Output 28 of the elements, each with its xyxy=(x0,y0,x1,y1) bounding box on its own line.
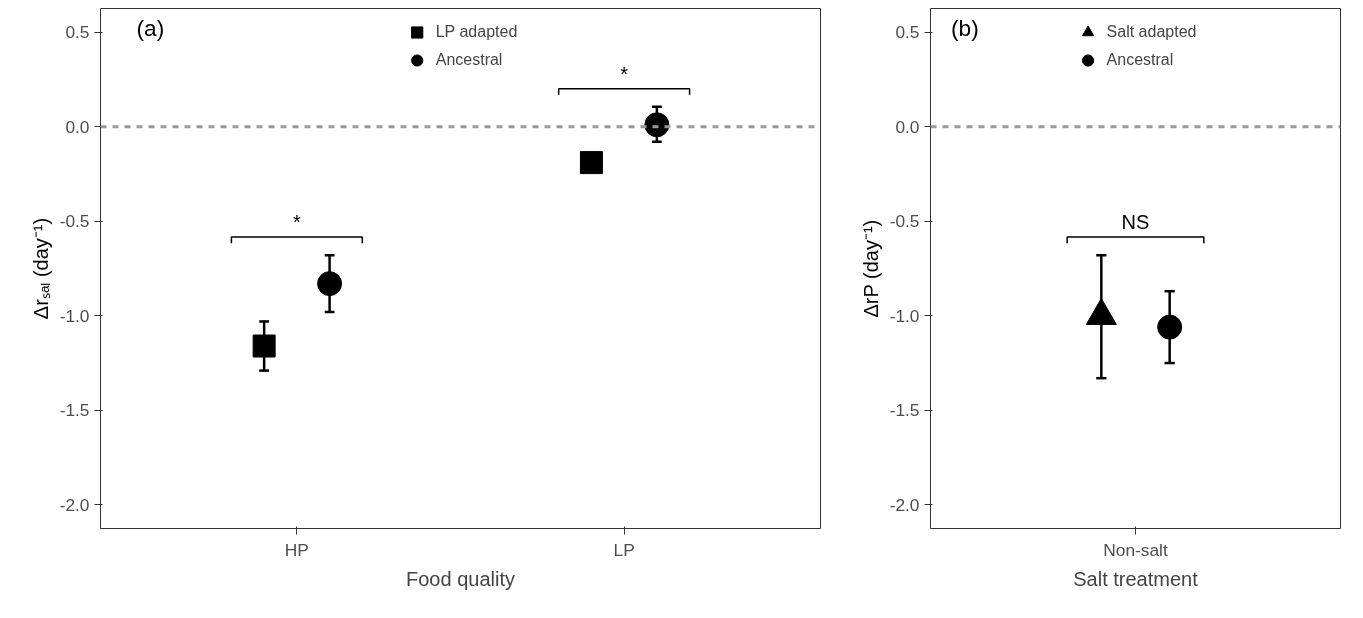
y-tick-label: -1.5 xyxy=(889,400,920,421)
x-axis-title: Food quality xyxy=(406,567,515,590)
y-tick-label: -2.0 xyxy=(889,494,920,515)
y-tick-label: 0.5 xyxy=(895,22,920,43)
y-axis-title: ΔrP (day⁻¹) xyxy=(859,219,882,318)
y-tick-label: -0.5 xyxy=(889,211,920,232)
annotation: (b) xyxy=(951,14,979,41)
legend-label: Ancestral xyxy=(1106,51,1174,69)
y-tick-label: -0.5 xyxy=(59,211,90,232)
y-tick-label: 0.5 xyxy=(65,22,90,43)
x-tick-label: Non-salt xyxy=(1103,539,1168,560)
legend-label: Salt adapted xyxy=(1106,23,1197,41)
y-tick-label: -1.0 xyxy=(889,305,920,326)
y-tick-label: 0.0 xyxy=(895,116,920,137)
annotation: (a) xyxy=(136,14,165,41)
y-tick-label: -1.0 xyxy=(59,305,90,326)
x-tick-label: LP xyxy=(613,539,635,560)
y-axis-title: Δrₛₐₗ (day⁻¹) xyxy=(29,217,52,320)
legend-label: LP adapted xyxy=(435,23,518,41)
y-tick-label: -1.5 xyxy=(59,400,90,421)
x-tick-label: HP xyxy=(284,539,309,560)
annotation: * xyxy=(620,62,629,85)
y-tick-label: -2.0 xyxy=(59,494,90,515)
x-axis-title: Salt treatment xyxy=(1073,567,1199,590)
legend-label: Ancestral xyxy=(435,51,503,69)
annotation: NS xyxy=(1121,211,1150,234)
annotation: * xyxy=(292,211,301,234)
y-tick-label: 0.0 xyxy=(65,116,90,137)
